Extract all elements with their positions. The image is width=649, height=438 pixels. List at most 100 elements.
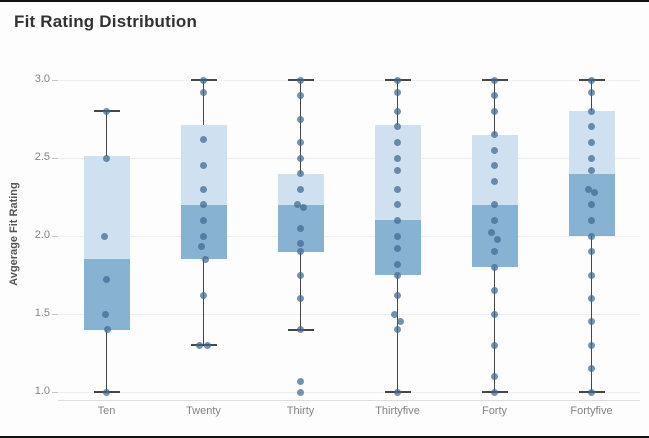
data-point[interactable] [394, 123, 401, 131]
data-point[interactable] [494, 235, 501, 243]
data-point[interactable] [491, 310, 498, 318]
data-point[interactable] [394, 76, 401, 84]
data-point[interactable] [491, 201, 498, 209]
data-point[interactable] [394, 201, 401, 209]
data-point[interactable] [588, 294, 595, 302]
data-point[interactable] [204, 341, 211, 349]
data-point[interactable] [491, 341, 498, 349]
data-point[interactable] [297, 138, 304, 146]
data-point[interactable] [588, 271, 595, 279]
data-point[interactable] [397, 318, 404, 326]
data-point[interactable] [588, 248, 595, 256]
data-point[interactable] [391, 310, 398, 318]
data-point[interactable] [588, 201, 595, 209]
data-point[interactable] [200, 232, 207, 240]
data-point[interactable] [491, 388, 498, 396]
data-point[interactable] [588, 88, 595, 96]
data-point[interactable] [297, 326, 304, 334]
data-point[interactable] [591, 188, 598, 196]
data-point[interactable] [297, 154, 304, 162]
data-point[interactable] [588, 76, 595, 84]
data-point[interactable] [491, 146, 498, 154]
data-point[interactable] [491, 263, 498, 271]
data-point[interactable] [297, 377, 304, 385]
x-category-label: Ten [97, 405, 116, 417]
data-point[interactable] [394, 291, 401, 299]
data-point[interactable] [294, 201, 301, 209]
data-point[interactable] [297, 388, 304, 396]
data-point[interactable] [103, 388, 110, 396]
data-point[interactable] [394, 232, 401, 240]
data-point[interactable] [102, 310, 109, 318]
data-point[interactable] [491, 107, 498, 115]
data-point[interactable] [588, 107, 595, 115]
data-point[interactable] [588, 341, 595, 349]
data-point[interactable] [588, 123, 595, 131]
y-axis-tick [52, 236, 58, 237]
data-point[interactable] [394, 107, 401, 115]
data-point[interactable] [394, 154, 401, 162]
data-point[interactable] [300, 204, 307, 212]
data-point[interactable] [297, 185, 304, 193]
data-point[interactable] [200, 201, 207, 209]
data-point[interactable] [491, 287, 498, 295]
data-point[interactable] [588, 138, 595, 146]
data-point[interactable] [394, 326, 401, 334]
data-point[interactable] [297, 115, 304, 123]
data-point[interactable] [491, 372, 498, 380]
data-point[interactable] [103, 154, 110, 162]
data-point[interactable] [200, 185, 207, 193]
data-point[interactable] [491, 248, 498, 256]
box-upper-quartile[interactable] [83, 156, 130, 260]
data-point[interactable] [200, 291, 207, 299]
whisker-line [300, 251, 301, 330]
data-point[interactable] [297, 248, 304, 256]
data-point[interactable] [588, 216, 595, 224]
data-point[interactable] [588, 318, 595, 326]
data-point[interactable] [585, 185, 592, 193]
data-point[interactable] [491, 162, 498, 170]
data-point[interactable] [297, 76, 304, 84]
data-point[interactable] [491, 216, 498, 224]
box-lower-quartile[interactable] [180, 204, 227, 260]
data-point[interactable] [394, 138, 401, 146]
data-point[interactable] [394, 271, 401, 279]
data-point[interactable] [394, 260, 401, 268]
data-point[interactable] [200, 216, 207, 224]
data-point[interactable] [297, 92, 304, 100]
data-point[interactable] [491, 76, 498, 84]
data-point[interactable] [198, 243, 205, 251]
box-upper-quartile[interactable] [471, 134, 518, 205]
data-point[interactable] [297, 224, 304, 232]
data-point[interactable] [394, 244, 401, 252]
data-point[interactable] [200, 88, 207, 96]
data-point[interactable] [394, 216, 401, 224]
data-point[interactable] [394, 166, 401, 174]
data-point[interactable] [588, 166, 595, 174]
data-point[interactable] [196, 341, 203, 349]
data-point[interactable] [297, 170, 304, 178]
data-point[interactable] [103, 107, 110, 115]
data-point[interactable] [491, 177, 498, 185]
data-point[interactable] [297, 294, 304, 302]
data-point[interactable] [200, 76, 207, 84]
data-point[interactable] [394, 185, 401, 193]
data-point[interactable] [104, 326, 111, 334]
data-point[interactable] [103, 276, 110, 284]
box-lower-quartile[interactable] [83, 259, 130, 330]
data-point[interactable] [588, 365, 595, 373]
data-point[interactable] [588, 154, 595, 162]
data-point[interactable] [200, 135, 207, 143]
data-point[interactable] [101, 232, 108, 240]
data-point[interactable] [394, 388, 401, 396]
data-point[interactable] [394, 88, 401, 96]
data-point[interactable] [588, 232, 595, 240]
data-point[interactable] [202, 255, 209, 263]
data-point[interactable] [297, 271, 304, 279]
data-point[interactable] [297, 240, 304, 248]
data-point[interactable] [488, 229, 495, 237]
data-point[interactable] [491, 131, 498, 139]
data-point[interactable] [491, 92, 498, 100]
data-point[interactable] [200, 162, 207, 170]
data-point[interactable] [588, 388, 595, 396]
